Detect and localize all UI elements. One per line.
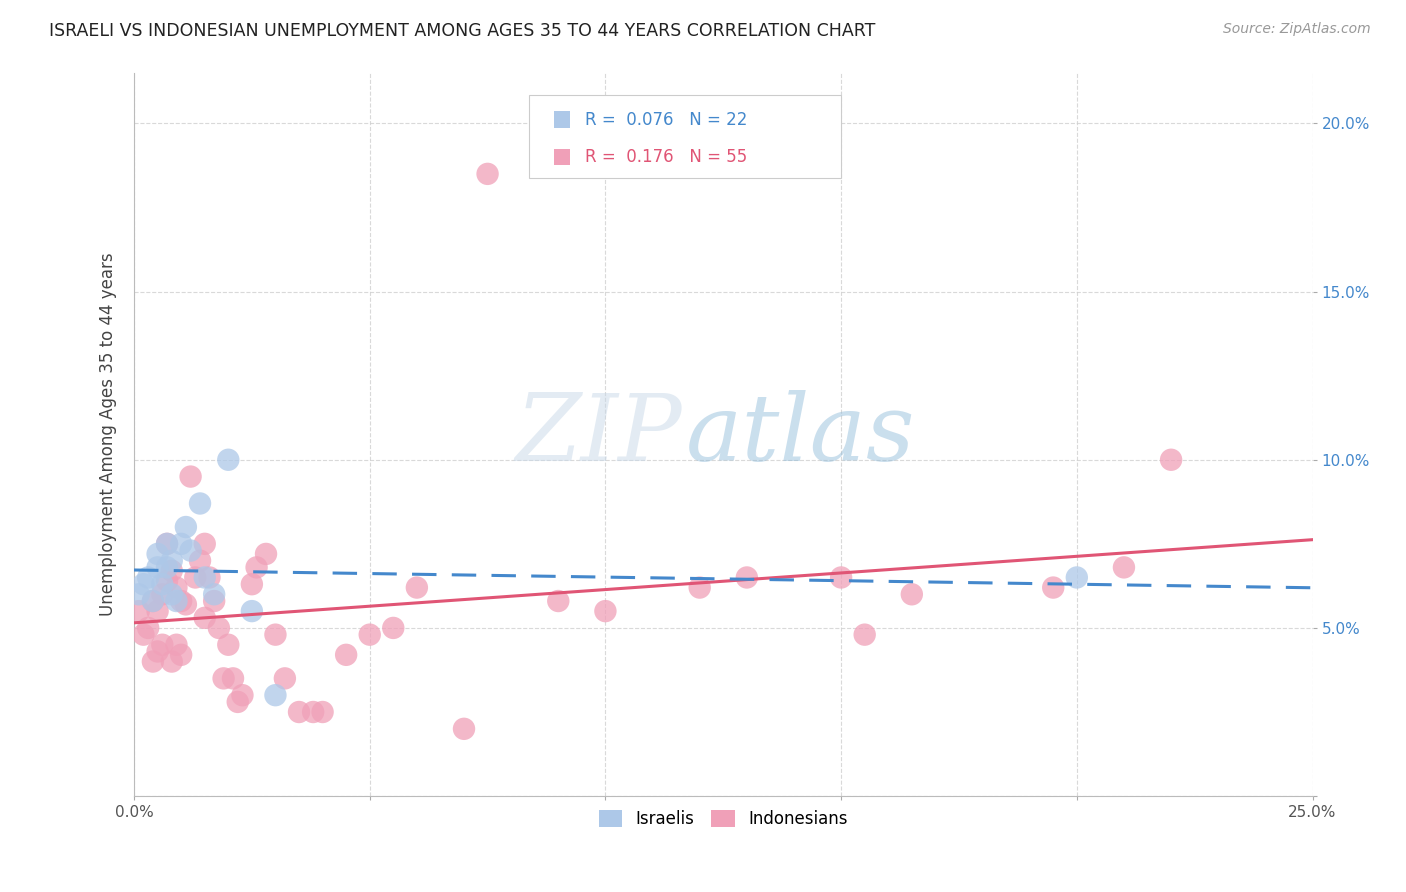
Point: [359, 627, 381, 641]
Point: [217, 452, 239, 467]
Point: [156, 537, 179, 551]
Point: [208, 621, 231, 635]
Point: [689, 581, 711, 595]
Point: [405, 581, 427, 595]
Point: [160, 554, 183, 568]
Point: [212, 672, 235, 686]
Text: ISRAELI VS INDONESIAN UNEMPLOYMENT AMONG AGES 35 TO 44 YEARS CORRELATION CHART: ISRAELI VS INDONESIAN UNEMPLOYMENT AMONG…: [49, 22, 876, 40]
Point: [335, 648, 357, 662]
Point: [165, 594, 187, 608]
Point: [222, 672, 245, 686]
Point: [150, 577, 173, 591]
Point: [198, 570, 221, 584]
Point: [1066, 570, 1088, 584]
Point: [1160, 452, 1182, 467]
Point: [188, 554, 211, 568]
Point: [156, 574, 179, 588]
Point: [311, 705, 333, 719]
Point: [146, 604, 169, 618]
Point: [901, 587, 924, 601]
Point: [830, 570, 852, 584]
Point: [174, 520, 197, 534]
Point: [142, 594, 165, 608]
Point: [156, 560, 179, 574]
Point: [1042, 581, 1064, 595]
Y-axis label: Unemployment Among Ages 35 to 44 years: Unemployment Among Ages 35 to 44 years: [100, 252, 117, 616]
Point: [547, 594, 569, 608]
Point: [142, 655, 165, 669]
Point: [231, 688, 253, 702]
Point: [136, 621, 159, 635]
Point: [170, 648, 193, 662]
Point: [202, 594, 225, 608]
Point: [180, 469, 202, 483]
Point: [146, 547, 169, 561]
Point: [170, 537, 193, 551]
Point: [128, 604, 150, 618]
Point: [160, 587, 183, 601]
Point: [202, 587, 225, 601]
Point: [132, 627, 155, 641]
Legend: Israelis, Indonesians: Israelis, Indonesians: [592, 804, 853, 835]
Point: [245, 560, 267, 574]
Point: [453, 722, 475, 736]
Point: [150, 587, 173, 601]
Point: [146, 560, 169, 574]
Point: [170, 594, 193, 608]
Point: [160, 655, 183, 669]
Point: [128, 587, 150, 601]
Point: [132, 577, 155, 591]
Point: [264, 688, 287, 702]
Point: [136, 570, 159, 584]
Point: [240, 604, 263, 618]
Point: [735, 570, 758, 584]
Point: [302, 705, 325, 719]
Point: [264, 627, 287, 641]
Point: [595, 604, 617, 618]
Point: [217, 638, 239, 652]
Text: ZIP: ZIP: [516, 390, 682, 480]
Text: R =  0.076   N = 22: R = 0.076 N = 22: [585, 111, 748, 128]
FancyBboxPatch shape: [529, 95, 841, 178]
Point: [142, 594, 165, 608]
Point: [160, 564, 183, 578]
Point: [226, 695, 249, 709]
Point: [180, 543, 202, 558]
Point: [194, 537, 217, 551]
Point: [174, 598, 197, 612]
Point: [165, 581, 187, 595]
Point: [194, 570, 217, 584]
Point: [150, 638, 173, 652]
Point: [254, 547, 277, 561]
Point: [156, 537, 179, 551]
Point: [184, 570, 207, 584]
Point: [853, 627, 876, 641]
Point: [477, 167, 499, 181]
Text: R =  0.176   N = 55: R = 0.176 N = 55: [585, 148, 748, 166]
Point: [165, 638, 187, 652]
Text: atlas: atlas: [686, 390, 915, 480]
Point: [382, 621, 405, 635]
Point: [1112, 560, 1135, 574]
Text: Source: ZipAtlas.com: Source: ZipAtlas.com: [1223, 22, 1371, 37]
Point: [240, 577, 263, 591]
Point: [188, 496, 211, 510]
Point: [274, 672, 297, 686]
Point: [194, 611, 217, 625]
Point: [288, 705, 311, 719]
Point: [146, 644, 169, 658]
